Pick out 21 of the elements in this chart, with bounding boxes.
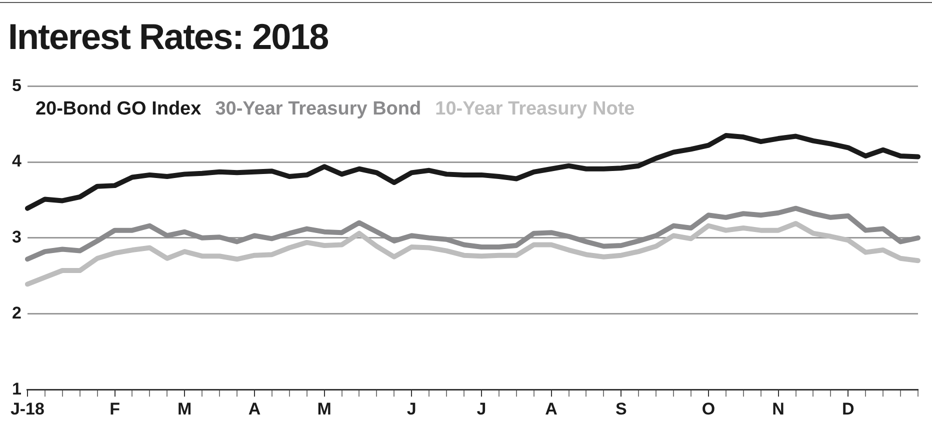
y-tick-label: 3 bbox=[12, 228, 22, 247]
x-tick-label: M bbox=[317, 399, 332, 418]
chart-title: Interest Rates: 2018 bbox=[8, 16, 328, 58]
x-tick-label: O bbox=[702, 399, 716, 418]
x-tick-label: J-18 bbox=[10, 399, 44, 418]
y-tick-label: 2 bbox=[12, 303, 22, 322]
y-tick-label: 5 bbox=[12, 76, 22, 95]
x-tick-label: J bbox=[406, 399, 416, 418]
text: 30-Year Treasury Bond bbox=[215, 98, 422, 120]
x-tick-label: J bbox=[476, 399, 486, 418]
y-tick-label: 1 bbox=[12, 379, 22, 398]
y-tick-label: 4 bbox=[12, 152, 22, 171]
x-tick-label: F bbox=[110, 399, 120, 418]
x-tick-label: S bbox=[615, 399, 627, 418]
x-tick-label: A bbox=[248, 399, 261, 418]
text: 10-Year Treasury Note bbox=[435, 98, 635, 120]
x-tick-label: N bbox=[772, 399, 784, 418]
x-tick-label: M bbox=[178, 399, 192, 418]
x-tick-label: A bbox=[545, 399, 558, 418]
x-tick-label: D bbox=[842, 399, 854, 418]
text: 20-Bond GO Index bbox=[35, 98, 202, 120]
